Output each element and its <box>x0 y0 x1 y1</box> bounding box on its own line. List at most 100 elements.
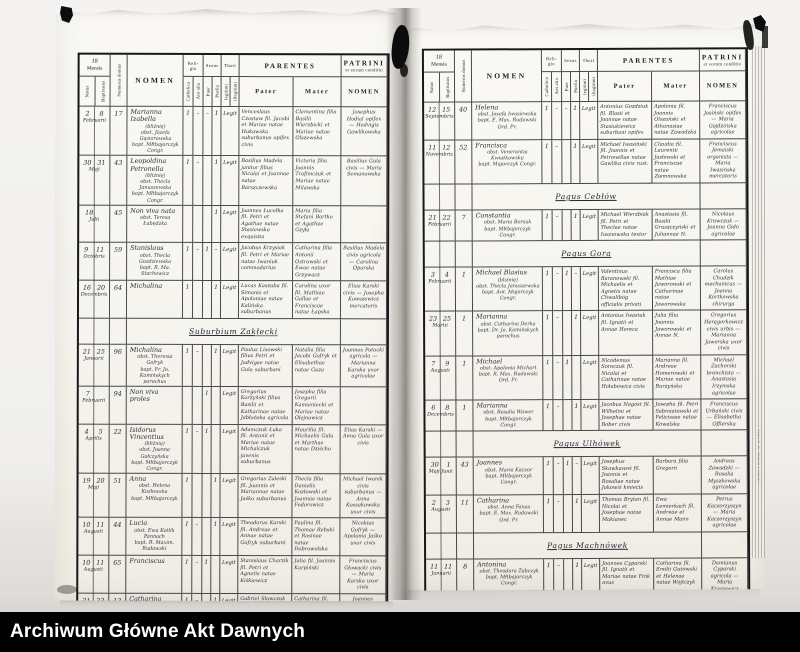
natus-label: Natus <box>84 85 90 98</box>
day-numbers: 30 1 <box>427 459 455 469</box>
month-label: Maji Junii <box>428 468 453 475</box>
mater-cell: Julia fil. Joannis Karpiński <box>292 556 340 594</box>
puella-mark-cell: – <box>573 457 582 495</box>
header-religio: Reli- gio <box>542 50 562 72</box>
pater-cell: Gregorius Korżyński filius Basilii et Ka… <box>239 387 293 425</box>
name-cell: Non viva nata obst. Teresa Łabędzka <box>127 205 183 243</box>
name-cell: Catharina obst. Anna Fanas bapt. E. Max. R… <box>474 495 544 533</box>
name-cell: Michael Blasius (bliźnię) obst. Thecla Jan… <box>473 267 543 312</box>
house-number-cell: 64 <box>110 281 127 319</box>
mater-label: Mater <box>663 82 688 90</box>
day-numbers: 12 15 <box>425 104 453 114</box>
puella-mark-cell: 1 <box>212 107 221 156</box>
day-numbers: 11 12 <box>425 141 453 151</box>
natus-baptisatus-cell: 11 12 Novembris <box>424 140 455 184</box>
register-page-left: 18 Mensis Numerus domus NOMEN Reli- gio Sexus… <box>54 7 397 602</box>
pater-cell: Antonius Iwasiuk fil. Ignatii et Annae H… <box>599 311 653 356</box>
patrini-nomen-label: NOMEN <box>348 88 380 96</box>
patrini-cell: Josephus Hodial opifex — Hedvigis Gawlik… <box>341 107 387 156</box>
house-number-cell: 17 <box>110 107 127 156</box>
parentes-label: PARENTES <box>264 61 316 70</box>
catholica-mark-cell: 1 <box>544 495 554 533</box>
aut-alia-mark-cell: – <box>553 400 563 431</box>
name-cell: Michael obst. Apolonia Michart bapt. R. Ma… <box>473 356 543 401</box>
pater-cell: Lucas Kaszuba fil. Simonis et Apoloniae … <box>239 281 293 319</box>
pater-cell: Jacobus Nagost fil. Wilhelmi et Josephae… <box>599 400 653 431</box>
child-name: Non viva proles <box>129 387 159 404</box>
header-legitimi: legitimi <box>580 72 589 102</box>
baptisatus-day: 31 <box>97 159 106 168</box>
aut-alia-mark-cell <box>193 206 203 244</box>
natus-baptisatus-cell: 2 3 Augusti <box>426 496 457 534</box>
pater-cell: Michael Wierzbiak fil. Petri et Theclae … <box>599 210 653 241</box>
patrini-cell <box>341 206 387 244</box>
aut-alia-mark-cell <box>192 474 202 518</box>
baptizer-note: bapt. Młtbajorczyk Congr. <box>485 472 533 486</box>
puer-mark-cell: 1 <box>563 267 572 311</box>
baptisatus-day: 11 <box>96 558 105 567</box>
section-heading: Suburbium Zakłecki <box>127 319 341 346</box>
catholica-mark-cell: 1 <box>542 140 552 184</box>
name-cell: Marianna obst. Rosalia Wawer bapt. Młtbajo… <box>473 400 543 431</box>
pater-label: Pater <box>613 82 636 90</box>
header-nomen: NOMEN <box>128 55 184 107</box>
patrini-cell: Elias Karski — Anna Gula uxor civis <box>341 425 387 474</box>
section-empty-patrini-cell <box>701 240 747 266</box>
baptizer-note: bapt. Młtbajorczyk Congr. <box>132 141 179 155</box>
puer-mark-cell: 1 <box>203 425 212 474</box>
natus-day: 4 <box>84 427 89 436</box>
child-name: Anna <box>129 474 147 483</box>
month-label: Augusti <box>431 506 451 513</box>
mater-cell: Marianna fil. Andreae Homerowski et Mari… <box>653 355 701 399</box>
natus-label: Natus <box>429 81 435 94</box>
header-sexus: Sexus <box>204 55 222 77</box>
puella-mark-cell: 1 <box>573 495 582 533</box>
midwife-note: obst. Helena Kozłowska <box>138 483 171 496</box>
house-number-cell: 22 <box>110 424 127 473</box>
section-heading: Pagus Gora <box>473 241 701 268</box>
aut-alia-mark-cell: – <box>553 210 563 241</box>
natus-baptisatus-cell: 23 25 Martii <box>425 312 456 356</box>
house-number-cell: 11 <box>457 495 474 533</box>
baptizer-note: bapt. Dr. Jo. Kamińskych parochus <box>477 327 539 340</box>
name-cell: Non viva proles <box>127 387 183 425</box>
natus-baptisatus-cell: 30 31 Maji <box>79 156 110 205</box>
month-label: Augusti <box>83 528 103 535</box>
thori-cell: Legit <box>220 518 238 556</box>
puer-mark-cell <box>563 312 572 356</box>
puer-mark-cell: – <box>562 102 571 140</box>
thori-cell: Legit <box>221 206 239 244</box>
month-label: Julii <box>89 216 100 223</box>
mater-cell: Anastasia fil. Basilii Gruszczyński et J… <box>653 209 701 240</box>
month-label: Januarii <box>431 570 451 577</box>
nomen-label: NOMEN <box>486 71 527 81</box>
patrini-nomen-label: NOMEN <box>706 82 739 90</box>
thori-label: Thori <box>224 62 236 69</box>
day-numbers: 21 25 <box>80 346 108 356</box>
natus-day: 23 <box>428 315 438 324</box>
natus-day: 11 <box>430 562 439 571</box>
baptisatus-day: 11 <box>96 246 105 255</box>
midwife-note: obst. Thecla Gozdziewska <box>139 252 172 265</box>
mater-cell: Clementina filia Basilii Wierzbicki et M… <box>293 107 341 156</box>
thori-cell: Legit <box>582 457 600 495</box>
nomen-label: NOMEN <box>135 75 175 85</box>
thori-cell: Legit <box>581 267 599 311</box>
catholica-mark-cell: 1 <box>543 312 553 356</box>
header-nomen: NOMEN <box>472 50 542 102</box>
natus-baptisatus-cell: 10 11 Augusti <box>78 556 109 594</box>
puer-mark-cell <box>203 281 212 319</box>
child-name: Michalina <box>130 281 163 290</box>
header-aut-alia: Aut alia <box>194 77 204 107</box>
legitimi-label: legitimi <box>581 78 587 95</box>
natus-day: 9 <box>84 246 89 255</box>
natus-day: 21 <box>428 213 437 222</box>
name-cell: Michalina <box>127 281 183 319</box>
month-label: Februarii <box>82 117 107 124</box>
header-patrini-nomen: NOMEN <box>342 77 388 107</box>
section-empty-date-cell <box>426 432 457 458</box>
year-prefix-label: 18 <box>435 54 442 61</box>
header-aut-alia: Aut alia <box>552 72 562 102</box>
thori-cell: Legit <box>220 474 238 518</box>
natus-day: 19 <box>82 476 91 485</box>
